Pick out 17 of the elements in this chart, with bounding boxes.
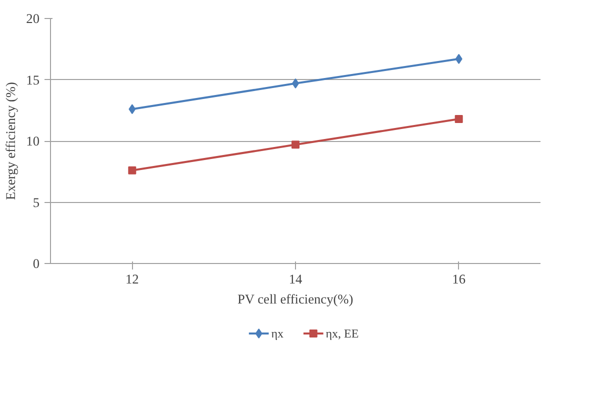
y-tick-label: 15 <box>26 72 40 88</box>
x-tick-label: 12 <box>126 272 139 286</box>
legend-label: ηx, EE <box>326 326 359 340</box>
y-tick-label: 10 <box>26 134 40 148</box>
y-tick-label: 20 <box>26 11 40 26</box>
y-axis-title: Exergy efficiency (%) <box>3 82 18 200</box>
point <box>128 104 136 114</box>
y-tick-label: 0 <box>32 256 40 271</box>
y-tick-label: 5 <box>32 194 40 210</box>
point <box>292 140 300 149</box>
x-tick-label: 14 <box>288 272 302 286</box>
legend-label: ηx <box>271 326 284 340</box>
point <box>128 166 136 174</box>
x-axis-title: PV cell efficiency(%) <box>238 292 354 306</box>
point <box>454 114 463 123</box>
point <box>455 54 462 64</box>
x-tick-label: 16 <box>452 272 466 286</box>
